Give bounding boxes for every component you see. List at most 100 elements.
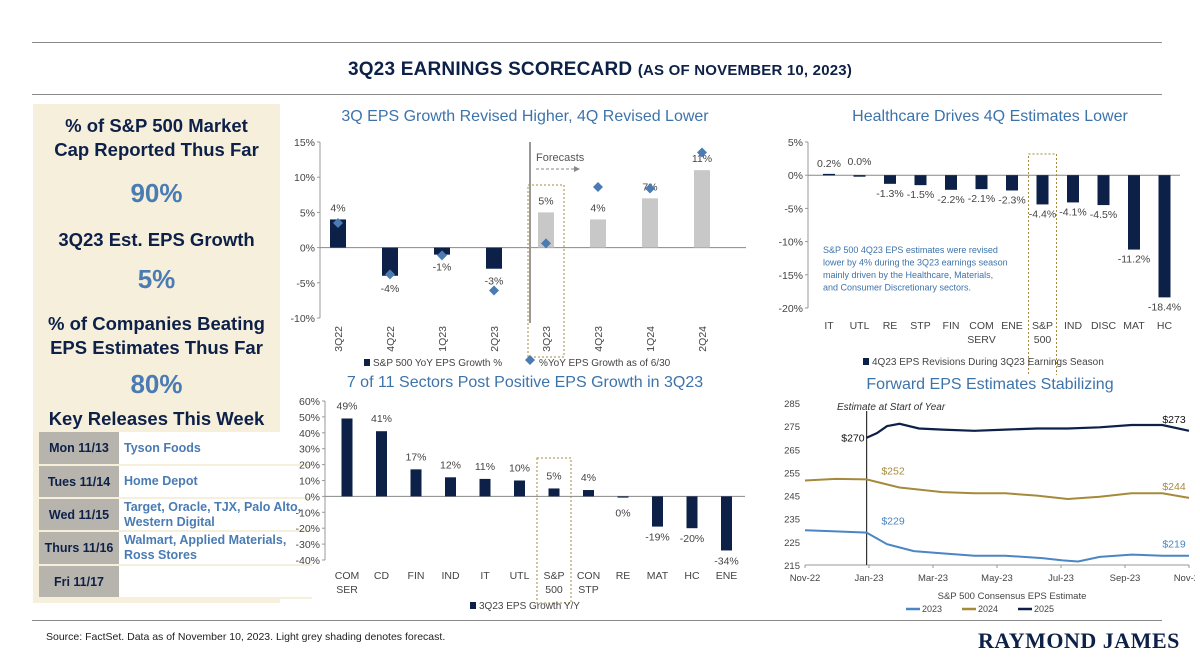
revisions-chart: -20% -15% -10% -5% 0% 5% 0.2% IT 0.0% UTL -1.3% RE -… bbox=[778, 137, 1181, 375]
bar bbox=[330, 219, 346, 248]
table-row: Tues 11/14 Home Depot bbox=[39, 465, 312, 499]
x-tick-label: ENE bbox=[1001, 320, 1023, 332]
diamond-marker bbox=[593, 182, 603, 193]
c3-y-tick-label: 50% bbox=[299, 412, 320, 424]
x-tick-label: FIN bbox=[408, 570, 425, 582]
bar bbox=[975, 175, 988, 190]
c4-y-tick-label: 245 bbox=[784, 492, 800, 503]
diamond-marker bbox=[697, 147, 707, 158]
chart2-title: Healthcare Drives 4Q Estimates Lower bbox=[852, 108, 1128, 125]
start-value-label: $229 bbox=[881, 515, 905, 527]
x-tick-label: UTL bbox=[510, 570, 530, 582]
data-label: -2.2% bbox=[937, 194, 964, 206]
data-label: -18.4% bbox=[1148, 301, 1181, 313]
release-companies: Walmart, Applied Materials, Ross Stores bbox=[119, 531, 312, 566]
diamond-marker bbox=[541, 238, 551, 249]
data-label: -3% bbox=[485, 276, 504, 288]
release-companies bbox=[119, 565, 312, 599]
diamond-marker bbox=[645, 183, 655, 194]
x-tick-label: FIN bbox=[943, 320, 960, 332]
data-label: 4% bbox=[581, 472, 596, 484]
c2-y-tick-label: -20% bbox=[778, 303, 803, 315]
bar bbox=[694, 170, 710, 248]
forecast-arrowhead bbox=[574, 166, 580, 172]
marker-label: Estimate at Start of Year bbox=[837, 402, 946, 413]
x-tick-label: MAT bbox=[647, 570, 669, 582]
c4-y-tick-label: 215 bbox=[784, 561, 800, 572]
metric3-value: 80% bbox=[130, 369, 183, 399]
bar bbox=[721, 496, 732, 551]
x-tick-label: STP bbox=[910, 320, 930, 332]
bar bbox=[538, 212, 554, 248]
legend-label: 2024 bbox=[978, 604, 998, 614]
legend-series1-swatch bbox=[364, 359, 370, 366]
x-tick-label: 500 bbox=[545, 584, 563, 596]
bar bbox=[548, 488, 560, 497]
c3-y-tick-label: 0% bbox=[305, 491, 320, 503]
c4-x-tick-label: Mar-23 bbox=[918, 573, 948, 584]
x-tick-label: RE bbox=[616, 570, 631, 582]
releases-table: Mon 11/13 Tyson Foods Tues 11/14 Home Depo… bbox=[39, 432, 312, 599]
diamond-marker bbox=[489, 285, 499, 296]
x-tick-label: UTL bbox=[850, 320, 870, 332]
x-tick-label: SERV bbox=[967, 334, 995, 346]
x-tick-label: 2Q23 bbox=[489, 326, 501, 352]
c1-y-tick-label: -5% bbox=[296, 278, 315, 290]
release-day: Fri 11/17 bbox=[39, 565, 119, 599]
legend-series1-swatch bbox=[470, 602, 476, 609]
bar bbox=[617, 496, 629, 498]
source-note: Source: FactSet. Data as of November 10,… bbox=[46, 631, 446, 643]
legend-series2-label: %YoY EPS Growth as of 6/30 bbox=[539, 358, 671, 369]
x-tick-label: IND bbox=[441, 570, 460, 582]
c3-y-tick-label: 10% bbox=[299, 476, 320, 488]
x-tick-label: 4Q23 bbox=[593, 326, 605, 352]
forecast-label: Forecasts bbox=[536, 152, 585, 164]
bottom-rule bbox=[32, 620, 1162, 621]
x-tick-label: IT bbox=[824, 320, 834, 332]
c4-y-tick-label: 255 bbox=[784, 468, 800, 479]
scorecard-panel: % of S&P 500 Market Cap Reported Thus Fa… bbox=[33, 104, 312, 603]
release-day: Tues 11/14 bbox=[39, 465, 119, 499]
release-companies: Home Depot bbox=[119, 465, 312, 499]
data-label: -2.1% bbox=[968, 193, 995, 205]
x-tick-label: ENE bbox=[716, 570, 738, 582]
c4-x-tick-label: Nov-22 bbox=[790, 573, 821, 584]
x-tick-label: S&P bbox=[543, 570, 564, 582]
bar bbox=[1158, 175, 1171, 298]
data-label: -4.5% bbox=[1090, 209, 1117, 221]
legend-label: 2023 bbox=[922, 604, 942, 614]
c2-y-tick-label: -10% bbox=[778, 237, 803, 249]
c1-y-tick-label: 15% bbox=[294, 137, 315, 149]
c3-y-tick-label: 20% bbox=[299, 460, 320, 472]
data-label: 5% bbox=[538, 195, 553, 207]
data-label: 0% bbox=[615, 507, 630, 519]
bar bbox=[914, 175, 927, 186]
c4-y-tick-label: 285 bbox=[784, 399, 800, 410]
x-tick-label: COM bbox=[969, 320, 994, 332]
c4-x-axis-title: S&P 500 Consensus EPS Estimate bbox=[938, 591, 1087, 602]
x-tick-label: HC bbox=[1157, 320, 1173, 332]
c4-x-tick-label: Sep-23 bbox=[1110, 573, 1141, 584]
legend-series1-label: S&P 500 YoY EPS Growth % bbox=[373, 358, 502, 369]
bar bbox=[486, 247, 502, 269]
x-tick-label: RE bbox=[883, 320, 898, 332]
data-label: 17% bbox=[405, 451, 426, 463]
x-tick-label: IND bbox=[1064, 320, 1083, 332]
x-tick-label: MAT bbox=[1123, 320, 1145, 332]
data-label: -4.1% bbox=[1059, 206, 1086, 218]
data-label: -34% bbox=[714, 555, 739, 567]
c3-y-tick-label: -40% bbox=[295, 555, 320, 567]
data-label: 4% bbox=[590, 202, 605, 214]
data-label: 5% bbox=[546, 470, 561, 482]
chart1-title: 3Q EPS Growth Revised Higher, 4Q Revised… bbox=[341, 108, 709, 125]
c3-y-tick-label: 40% bbox=[299, 428, 320, 440]
table-row: Mon 11/13 Tyson Foods bbox=[39, 432, 312, 466]
bar bbox=[1036, 175, 1049, 205]
data-label: 11% bbox=[475, 461, 495, 473]
data-label: 11% bbox=[692, 153, 712, 165]
data-label: 0.2% bbox=[817, 158, 841, 170]
bar bbox=[945, 175, 957, 190]
x-tick-label: CON bbox=[577, 570, 600, 582]
x-tick-label: 1Q23 bbox=[437, 326, 449, 352]
bar bbox=[376, 431, 387, 497]
